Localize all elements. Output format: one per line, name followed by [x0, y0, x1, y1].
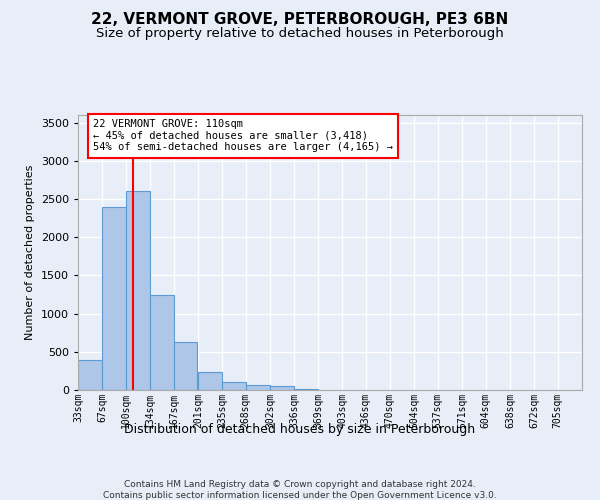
Bar: [126, 192, 149, 390]
Bar: [173, 342, 197, 390]
Bar: [295, 389, 318, 390]
Bar: [150, 294, 174, 390]
Text: 22, VERMONT GROVE, PETERBOROUGH, PE3 6BN: 22, VERMONT GROVE, PETERBOROUGH, PE3 6BN: [91, 12, 509, 28]
Text: Contains public sector information licensed under the Open Government Licence v3: Contains public sector information licen…: [103, 491, 497, 500]
Bar: [246, 386, 269, 390]
Text: Contains HM Land Registry data © Crown copyright and database right 2024.: Contains HM Land Registry data © Crown c…: [124, 480, 476, 489]
Bar: [102, 206, 126, 390]
Text: 22 VERMONT GROVE: 110sqm
← 45% of detached houses are smaller (3,418)
54% of sem: 22 VERMONT GROVE: 110sqm ← 45% of detach…: [93, 119, 393, 152]
Bar: [198, 372, 222, 390]
Bar: [78, 360, 102, 390]
Text: Size of property relative to detached houses in Peterborough: Size of property relative to detached ho…: [96, 28, 504, 40]
Bar: [270, 386, 294, 390]
Text: Distribution of detached houses by size in Peterborough: Distribution of detached houses by size …: [124, 422, 476, 436]
Y-axis label: Number of detached properties: Number of detached properties: [25, 165, 35, 340]
Bar: [222, 382, 246, 390]
